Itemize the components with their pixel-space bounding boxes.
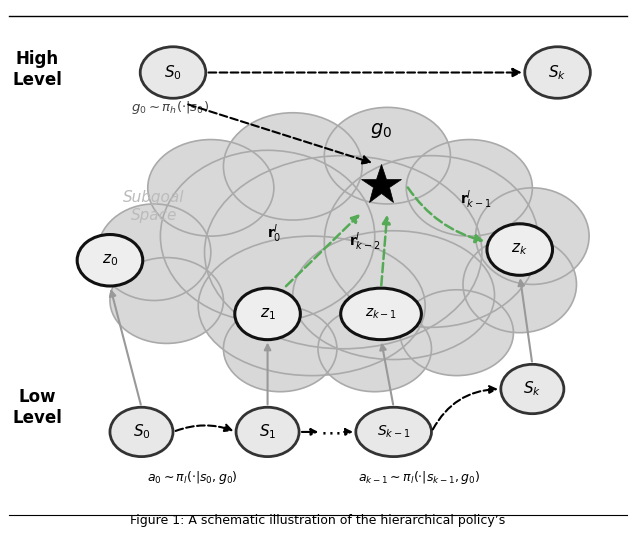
- FancyArrowPatch shape: [110, 291, 141, 404]
- Ellipse shape: [77, 235, 142, 286]
- FancyArrowPatch shape: [176, 425, 232, 431]
- FancyArrowPatch shape: [286, 216, 358, 286]
- Ellipse shape: [236, 407, 299, 456]
- Ellipse shape: [501, 364, 564, 414]
- Text: $\mathbf{r}_{k-2}^l$: $\mathbf{r}_{k-2}^l$: [349, 230, 381, 253]
- Ellipse shape: [324, 156, 539, 327]
- Text: $S_1$: $S_1$: [259, 423, 276, 441]
- Ellipse shape: [324, 107, 450, 204]
- Ellipse shape: [318, 306, 431, 392]
- Text: $z_0$: $z_0$: [102, 253, 118, 268]
- FancyArrowPatch shape: [381, 217, 390, 286]
- Ellipse shape: [476, 188, 589, 285]
- Text: High
Level: High Level: [13, 50, 62, 89]
- Text: $S_0$: $S_0$: [132, 423, 150, 441]
- Text: $S_k$: $S_k$: [548, 63, 567, 82]
- Ellipse shape: [148, 140, 274, 236]
- Ellipse shape: [160, 150, 375, 322]
- FancyArrowPatch shape: [380, 345, 393, 404]
- Ellipse shape: [223, 113, 362, 220]
- Text: $\cdots$: $\cdots$: [321, 422, 341, 442]
- Ellipse shape: [525, 47, 590, 98]
- Ellipse shape: [487, 224, 553, 275]
- Ellipse shape: [400, 290, 513, 376]
- FancyArrowPatch shape: [302, 429, 316, 435]
- Text: $\mathbf{r}_{k-1}^l$: $\mathbf{r}_{k-1}^l$: [460, 188, 492, 210]
- Text: $S_k$: $S_k$: [523, 379, 541, 398]
- Text: $a_{k-1} \sim \pi_l(\cdot|s_{k-1}, g_0)$: $a_{k-1} \sim \pi_l(\cdot|s_{k-1}, g_0)$: [357, 469, 480, 486]
- Text: $z_1$: $z_1$: [259, 306, 275, 322]
- Ellipse shape: [198, 236, 425, 376]
- Ellipse shape: [110, 407, 173, 456]
- Ellipse shape: [341, 288, 422, 340]
- Text: $z_k$: $z_k$: [511, 242, 528, 257]
- Ellipse shape: [110, 257, 223, 344]
- Ellipse shape: [356, 407, 431, 456]
- FancyArrowPatch shape: [518, 280, 532, 362]
- FancyArrowPatch shape: [209, 69, 520, 76]
- Text: $g_0$: $g_0$: [370, 120, 392, 140]
- Ellipse shape: [97, 204, 211, 300]
- Ellipse shape: [235, 288, 300, 340]
- Ellipse shape: [463, 236, 576, 333]
- Text: $z_{k-1}$: $z_{k-1}$: [365, 307, 397, 321]
- FancyArrowPatch shape: [188, 105, 370, 164]
- FancyArrowPatch shape: [432, 386, 495, 429]
- Text: $S_{k-1}$: $S_{k-1}$: [377, 424, 410, 440]
- Text: $S_0$: $S_0$: [164, 63, 182, 82]
- Text: Subgoal
Space: Subgoal Space: [123, 190, 185, 223]
- Text: $\mathbf{r}_0^l$: $\mathbf{r}_0^l$: [266, 223, 281, 244]
- FancyArrowPatch shape: [408, 188, 481, 242]
- Ellipse shape: [205, 156, 482, 349]
- Ellipse shape: [140, 47, 206, 98]
- Text: Figure 1: A schematic illustration of the hierarchical policy’s: Figure 1: A schematic illustration of th…: [130, 514, 506, 527]
- Ellipse shape: [293, 231, 495, 359]
- Ellipse shape: [406, 140, 532, 236]
- FancyArrowPatch shape: [265, 345, 270, 404]
- Text: $a_0 \sim \pi_l(\cdot|s_0, g_0)$: $a_0 \sim \pi_l(\cdot|s_0, g_0)$: [146, 469, 237, 486]
- FancyArrowPatch shape: [344, 429, 350, 435]
- Text: Low
Level: Low Level: [13, 389, 62, 427]
- Ellipse shape: [223, 306, 337, 392]
- Text: $g_0 \sim \pi_h(\cdot|s_0)$: $g_0 \sim \pi_h(\cdot|s_0)$: [131, 99, 209, 116]
